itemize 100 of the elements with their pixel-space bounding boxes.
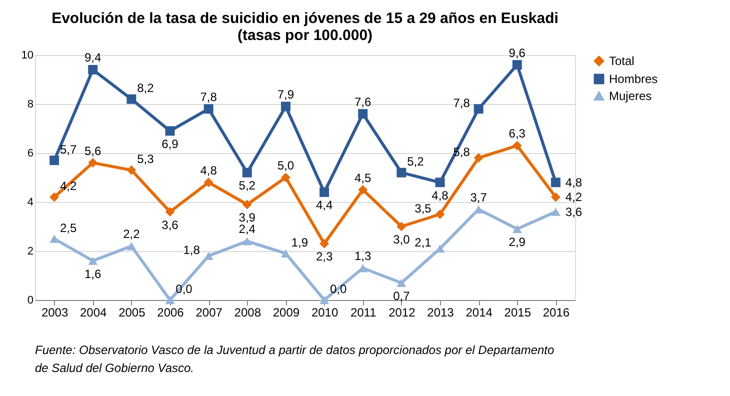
x-tick-label: 2004 [80, 306, 108, 320]
data-label: 7,6 [354, 94, 372, 109]
x-tick-label: 2006 [157, 306, 184, 320]
data-label: 4,4 [316, 198, 333, 212]
point [204, 104, 214, 114]
data-label: 5,2 [407, 154, 424, 169]
data-label: 5,3 [137, 152, 154, 166]
data-label: 9,4 [84, 50, 102, 65]
point [50, 156, 60, 166]
point [165, 207, 175, 217]
data-label: 2,2 [123, 227, 140, 242]
point [320, 238, 330, 248]
source-note: Fuente: Observatorio Vasco de la Juventud a partir de datos proporcionados por el Departamento de Salud del Gobierno Vasco. [35, 343, 555, 375]
point [204, 252, 214, 260]
point [358, 185, 368, 194]
data-label: 3,7 [470, 190, 488, 204]
data-label: 8,2 [137, 81, 154, 96]
data-label: 0,7 [393, 288, 410, 303]
point [280, 172, 290, 182]
point [204, 178, 214, 188]
data-label: 5,7 [60, 142, 77, 156]
data-label: 2,1 [414, 236, 432, 250]
data-label: 2,3 [316, 250, 333, 264]
point [550, 192, 560, 202]
point [88, 256, 98, 265]
y-tick-label: 10 [21, 50, 34, 62]
point [474, 104, 484, 114]
point [50, 192, 60, 202]
point [435, 178, 445, 188]
point [320, 296, 330, 304]
x-tick-label: 2008 [234, 306, 262, 320]
data-label: 4,8 [200, 163, 218, 178]
data-label: 3,9 [238, 210, 256, 224]
point [242, 200, 252, 210]
x-tick-label: 2014 [466, 306, 493, 320]
data-label: 5,0 [277, 158, 294, 172]
data-label: 3,0 [393, 232, 410, 246]
point [550, 208, 560, 216]
point [165, 126, 175, 136]
y-tick-label: 8 [27, 98, 34, 110]
data-label: 4,8 [432, 188, 449, 202]
data-label: 3,6 [565, 204, 582, 219]
point [320, 187, 330, 197]
point [396, 278, 406, 287]
data-label: 1,6 [84, 266, 102, 281]
text: (tasas por 100.000) [237, 26, 373, 44]
point [512, 60, 522, 70]
x-tick-label: 2015 [504, 306, 532, 320]
data-label: 7,9 [277, 87, 294, 102]
data-label: 7,8 [453, 96, 470, 110]
data-label: 4,8 [565, 175, 582, 190]
point [396, 168, 406, 178]
x-tick-label: 2005 [118, 306, 146, 320]
data-label: 9,6 [508, 46, 526, 60]
point [474, 153, 484, 163]
data-label: 4,2 [565, 190, 582, 204]
data-label: 3,5 [414, 201, 432, 216]
x-tick-label: 2013 [427, 306, 454, 320]
point [88, 158, 98, 168]
legend-label: Mujeres [609, 89, 652, 103]
point [512, 224, 522, 234]
legend-label: Total [609, 54, 634, 68]
data-label: 3,6 [162, 218, 179, 232]
data-label: 7,8 [200, 90, 218, 104]
point [242, 237, 252, 246]
point [358, 109, 368, 119]
point [126, 242, 136, 250]
x-tick-label: 2010 [311, 306, 338, 320]
y-tick-label: 0 [27, 294, 34, 306]
point [550, 178, 560, 188]
data-label: 1,9 [291, 235, 308, 250]
x-tick-label: 2012 [388, 306, 416, 320]
text: Evolución de la tasa de suicidio en jóvenes de 15 a 29 años en Euskadi [52, 10, 558, 27]
x-tick-label: 2003 [41, 306, 68, 320]
y-tick-label: 2 [27, 246, 34, 258]
data-label: 5,6 [84, 144, 102, 158]
data-label: 6,9 [162, 136, 179, 151]
y-tick-label: 4 [27, 196, 34, 208]
point [165, 296, 175, 304]
y-tick-label: 6 [27, 148, 34, 160]
x-tick-label: 2011 [350, 306, 377, 320]
data-label: 6,3 [508, 126, 526, 141]
point [280, 249, 290, 258]
legend-label: Hombres [609, 72, 658, 86]
data-label: 0,0 [176, 282, 193, 296]
point [242, 168, 252, 178]
point [126, 165, 136, 175]
data-label: 2,4 [238, 222, 256, 236]
x-tick-label: 2007 [196, 306, 223, 320]
data-label: 1,3 [354, 249, 372, 264]
point [435, 210, 445, 219]
data-label: 5,2 [238, 178, 256, 193]
point [88, 64, 98, 74]
x-tick-label: 2016 [542, 306, 570, 320]
x-tick-label: 2009 [272, 306, 300, 320]
data-label: 1,8 [183, 242, 200, 257]
data-label: 2,5 [60, 220, 77, 235]
data-label: 4,5 [354, 170, 372, 185]
data-label: 0,0 [330, 282, 347, 296]
point [126, 94, 136, 104]
